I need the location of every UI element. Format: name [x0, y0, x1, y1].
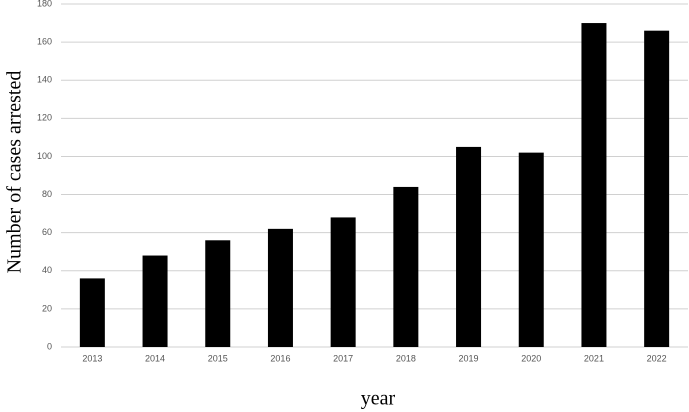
- bar: [581, 23, 607, 348]
- x-tick-label: 2014: [145, 353, 165, 363]
- y-tick-label: 160: [37, 36, 52, 46]
- x-tick-label: 2016: [270, 353, 290, 363]
- bar: [393, 186, 419, 347]
- y-tick-label: 100: [37, 151, 52, 161]
- bar: [79, 278, 105, 347]
- y-tick-label: 40: [42, 265, 52, 275]
- bar: [142, 255, 168, 347]
- y-tick-label: 20: [42, 303, 52, 313]
- y-axis-title: Number of cases arrested: [4, 71, 26, 274]
- bar: [518, 152, 544, 347]
- y-tick-label: 60: [42, 227, 52, 237]
- bar: [456, 146, 482, 347]
- x-tick-label: 2019: [459, 353, 479, 363]
- y-tick-label: 140: [37, 75, 52, 85]
- x-tick-label: 2017: [333, 353, 353, 363]
- y-tick-label: 180: [37, 0, 52, 8]
- x-tick-label: 2015: [208, 353, 228, 363]
- x-tick-label: 2022: [647, 353, 667, 363]
- x-tick-label: 2021: [584, 353, 604, 363]
- bar: [267, 228, 293, 347]
- bar: [330, 217, 356, 347]
- y-tick-label: 0: [47, 341, 52, 351]
- bar: [644, 30, 670, 348]
- y-tick-label: 80: [42, 189, 52, 199]
- x-axis-title: year: [361, 388, 396, 410]
- x-tick-label: 2013: [82, 353, 102, 363]
- x-tick-label: 2018: [396, 353, 416, 363]
- y-tick-label: 120: [37, 113, 52, 123]
- x-tick-label: 2020: [521, 353, 541, 363]
- bar: [205, 240, 231, 347]
